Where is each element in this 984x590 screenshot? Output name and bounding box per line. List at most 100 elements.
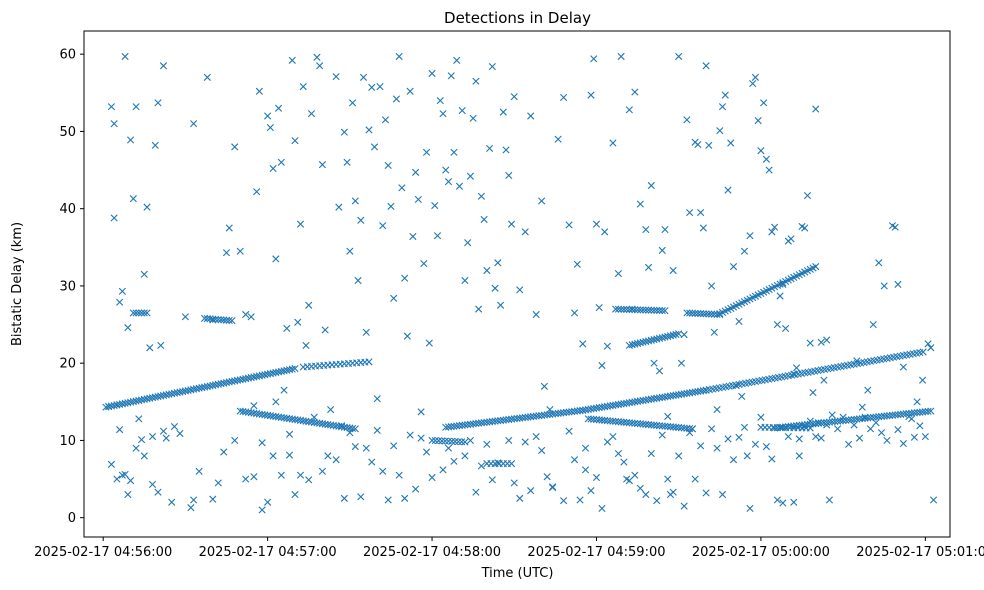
data-point	[581, 444, 590, 452]
data-point	[771, 223, 779, 231]
data-point	[176, 429, 184, 438]
data-point	[214, 479, 222, 487]
data-point	[324, 452, 332, 460]
data-point	[496, 301, 505, 309]
data-point	[740, 423, 749, 431]
data-point	[669, 488, 677, 496]
data-point	[483, 440, 491, 448]
data-point	[127, 136, 135, 144]
data-point	[381, 116, 390, 124]
x-tick-label: 2025-02-17 04:59:00	[527, 545, 665, 560]
data-point	[362, 444, 370, 452]
data-point	[732, 381, 740, 390]
data-point	[683, 309, 691, 317]
data-point	[346, 429, 354, 437]
data-point	[683, 116, 691, 124]
y-tick-label: 0	[68, 511, 76, 526]
data-point	[190, 496, 198, 504]
data-point	[686, 208, 694, 217]
data-point	[655, 306, 664, 315]
data-point	[159, 62, 168, 70]
data-point	[801, 422, 809, 431]
data-point	[348, 99, 357, 107]
data-point	[124, 490, 132, 499]
data-point	[190, 385, 198, 393]
data-point	[168, 498, 176, 506]
data-point	[294, 318, 302, 326]
data-point	[729, 263, 738, 271]
data-point	[124, 399, 132, 407]
data-point	[655, 334, 664, 342]
data-point	[132, 309, 140, 317]
data-point	[680, 331, 688, 339]
data-point	[365, 358, 373, 366]
data-point	[546, 405, 554, 414]
data-point	[677, 359, 686, 367]
data-point	[691, 309, 699, 317]
data-point	[253, 188, 261, 196]
data-point	[623, 305, 631, 314]
data-point	[305, 476, 313, 484]
data-point	[137, 309, 146, 317]
data-point	[127, 477, 135, 485]
data-point	[351, 197, 359, 205]
data-point	[184, 386, 192, 395]
data-point	[250, 402, 258, 410]
data-point	[132, 397, 140, 405]
data-point	[675, 52, 683, 61]
data-point	[751, 440, 760, 448]
data-point	[620, 305, 628, 313]
data-point	[510, 93, 518, 101]
data-point	[803, 191, 812, 200]
data-point	[137, 396, 146, 404]
data-point	[285, 451, 294, 459]
data-point	[264, 112, 272, 120]
data-point	[773, 320, 781, 329]
data-point	[148, 394, 157, 402]
data-point	[768, 228, 776, 236]
data-point	[129, 195, 137, 203]
data-point	[305, 301, 313, 309]
data-point	[272, 398, 280, 406]
data-point	[162, 434, 170, 442]
data-point	[617, 52, 625, 61]
data-point	[351, 443, 359, 451]
data-point	[603, 438, 612, 446]
data-point	[231, 143, 239, 151]
data-point	[705, 141, 713, 149]
data-point	[458, 106, 466, 115]
data-point	[190, 120, 198, 128]
data-point	[472, 77, 480, 85]
data-point	[773, 496, 781, 504]
data-point	[307, 110, 316, 118]
data-point	[441, 437, 449, 445]
data-point	[576, 496, 584, 504]
data-point	[516, 286, 524, 294]
data-point	[765, 166, 773, 174]
data-point	[625, 305, 633, 314]
data-point	[340, 128, 348, 136]
data-point	[390, 442, 398, 450]
data-point	[401, 494, 409, 502]
data-point	[277, 471, 285, 479]
data-point	[362, 328, 370, 336]
data-point	[609, 432, 617, 441]
data-point	[444, 437, 453, 445]
data-point	[749, 79, 757, 88]
data-point	[697, 310, 705, 318]
data-point	[636, 484, 644, 492]
data-point	[688, 309, 696, 317]
data-point	[321, 326, 329, 334]
data-point	[710, 328, 718, 336]
data-point	[107, 460, 115, 468]
data-point	[845, 440, 853, 448]
data-point	[450, 457, 458, 465]
data-point	[266, 123, 274, 132]
data-point	[127, 398, 135, 406]
data-point	[570, 456, 579, 464]
data-point	[877, 429, 886, 437]
data-point	[110, 214, 118, 222]
data-point	[225, 378, 233, 386]
data-point	[527, 112, 535, 120]
data-point	[461, 276, 469, 285]
